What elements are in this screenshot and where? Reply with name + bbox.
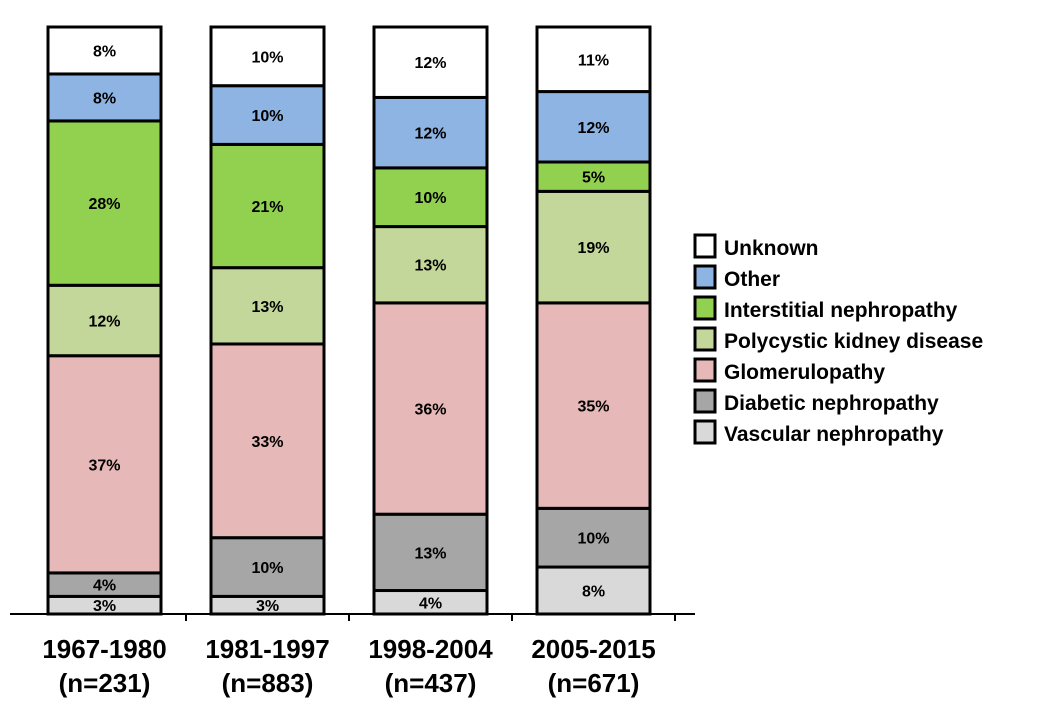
bar-segment-diabetic-nephropathy <box>535 506 652 569</box>
bar-segment-polycystic-kidney-disease <box>372 225 489 305</box>
bar-segment-diabetic-nephropathy <box>209 536 326 598</box>
bar-segment-polycystic-kidney-disease <box>209 266 326 346</box>
bar-segment-other <box>209 84 326 146</box>
data-label: 13% <box>414 545 446 562</box>
data-label: 8% <box>93 43 116 60</box>
legend-swatch <box>693 264 717 290</box>
data-label: 13% <box>251 299 283 316</box>
legend-label: Glomerulopathy <box>724 361 885 384</box>
data-label: 37% <box>88 457 120 474</box>
bar-segment-unknown <box>372 25 489 99</box>
x-tick-sublabel: (n=671) <box>548 668 640 698</box>
data-label: 21% <box>251 199 283 216</box>
data-label: 4% <box>419 595 442 612</box>
data-label: 10% <box>251 49 283 66</box>
x-tick-label: 1967-1980 <box>42 634 166 664</box>
data-label: 3% <box>256 598 279 615</box>
data-label: 33% <box>251 434 283 451</box>
bar-segment-glomerulopathy <box>46 354 163 575</box>
data-label: 8% <box>93 90 116 107</box>
data-label: 3% <box>93 598 116 615</box>
data-label: 5% <box>582 170 605 187</box>
bar-segment-interstitial-nephropathy <box>46 119 163 287</box>
legend-swatch <box>693 326 717 352</box>
data-label: 13% <box>414 258 446 275</box>
bar-segment-other <box>372 95 489 170</box>
legend-label: Diabetic nephropathy <box>724 392 939 415</box>
bar-segment-diabetic-nephropathy <box>372 512 489 593</box>
data-label: 36% <box>414 402 446 419</box>
legend-label: Polycystic kidney disease <box>724 330 983 353</box>
data-label: 12% <box>414 126 446 143</box>
bar-segment-other <box>535 90 652 164</box>
bar-segment-interstitial-nephropathy <box>209 142 326 270</box>
legend-swatch <box>693 357 717 383</box>
data-label: 28% <box>88 196 120 213</box>
x-tick-label: 2005-2015 <box>531 634 655 664</box>
data-label: 10% <box>414 190 446 207</box>
bar-segment-unknown <box>46 25 163 76</box>
legend-label: Vascular nephropathy <box>724 423 944 446</box>
legend-label: Other <box>724 268 780 291</box>
legend: Unknown Other Interstitial nephropathy Poly… <box>693 233 983 446</box>
bar-segment-unknown <box>209 25 326 88</box>
x-tick-sublabel: (n=231) <box>59 668 151 698</box>
legend-swatch <box>693 295 717 321</box>
legend-swatch <box>693 233 717 259</box>
data-label: 12% <box>577 120 609 137</box>
legend-swatch <box>693 388 717 414</box>
data-label: 10% <box>577 531 609 548</box>
legend-label: Interstitial nephropathy <box>724 299 958 322</box>
x-tick-sublabel: (n=437) <box>385 668 477 698</box>
bar-segment-glomerulopathy <box>372 301 489 516</box>
bar-segment-unknown <box>535 25 652 94</box>
bars-group: 3% 4% 37% 12% 28% 8% 8% 3% 10% 33% 13% 21% 10% 10% 4% 1… <box>46 25 652 616</box>
data-label: 8% <box>582 584 605 601</box>
legend-swatch <box>693 419 717 445</box>
x-tick-label: 1981-1997 <box>205 634 329 664</box>
x-tick-label: 1998-2004 <box>368 634 493 664</box>
data-label: 4% <box>93 578 116 595</box>
bar-segment-polycystic-kidney-disease <box>46 283 163 358</box>
data-label: 12% <box>88 314 120 331</box>
legend-label: Unknown <box>724 237 819 260</box>
data-label: 12% <box>414 55 446 72</box>
data-label: 35% <box>577 399 609 416</box>
bar-segment-interstitial-nephropathy <box>535 160 652 193</box>
data-label: 10% <box>251 560 283 577</box>
x-axis: 1967-1980 (n=231) 1981-1997 (n=883) 1998-200… <box>10 613 695 698</box>
bar-segment-polycystic-kidney-disease <box>535 189 652 305</box>
data-label: 11% <box>578 52 609 69</box>
x-tick-sublabel: (n=883) <box>222 668 314 698</box>
bar-segment-interstitial-nephropathy <box>372 166 489 229</box>
data-label: 19% <box>577 240 609 257</box>
data-label: 10% <box>251 108 283 125</box>
